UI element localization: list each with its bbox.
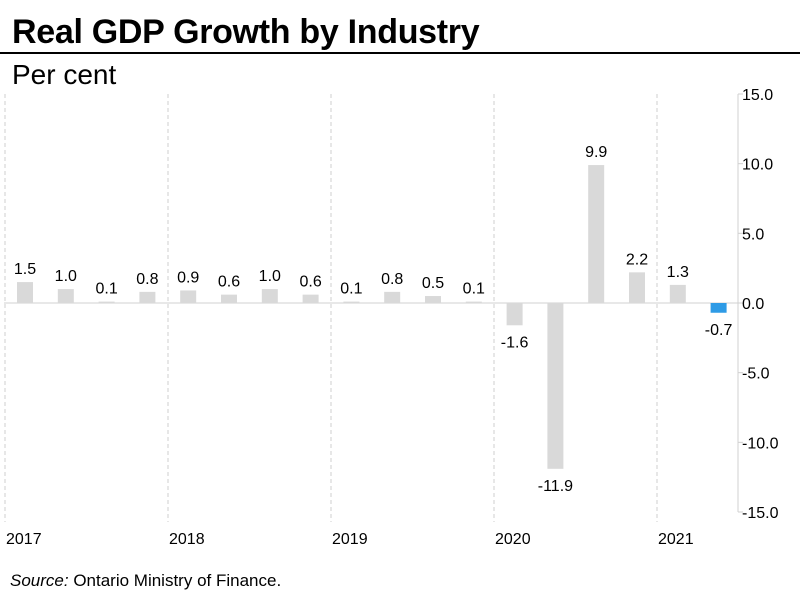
bar-data-label: 1.0 xyxy=(259,268,281,285)
bar xyxy=(343,301,360,303)
bar xyxy=(57,289,74,303)
bar xyxy=(465,301,482,303)
y-tick-label: -15.0 xyxy=(742,505,779,522)
bar xyxy=(139,291,156,303)
source-label: Source: xyxy=(10,571,69,590)
y-tick-label: -5.0 xyxy=(742,366,770,383)
bar-data-label: 0.8 xyxy=(381,271,403,288)
bar-data-label: 1.3 xyxy=(667,264,689,281)
bar xyxy=(261,289,278,303)
chart-subtitle: Per cent xyxy=(12,59,117,90)
y-tick-label: 10.0 xyxy=(742,157,773,174)
chart-title: Real GDP Growth by Industry xyxy=(12,13,480,51)
bar xyxy=(302,294,319,303)
bar xyxy=(17,282,33,303)
bar xyxy=(180,290,197,303)
x-year-label: 2019 xyxy=(332,531,368,548)
y-tick-label: 5.0 xyxy=(742,226,764,243)
y-tick-label: 15.0 xyxy=(742,87,773,104)
y-tick-label: -10.0 xyxy=(742,435,779,452)
bar xyxy=(425,296,441,303)
x-year-label: 2021 xyxy=(658,531,694,548)
bar-data-label: 0.1 xyxy=(340,281,362,298)
bar-data-label: -1.6 xyxy=(501,334,529,351)
bar-data-label: 0.8 xyxy=(136,271,158,288)
bar-data-label: 1.5 xyxy=(14,261,36,278)
title-rule xyxy=(0,52,800,54)
bar-data-label: 9.9 xyxy=(585,144,607,161)
bar xyxy=(710,303,727,313)
bar-data-label: 0.6 xyxy=(299,274,321,291)
source-note: Source: Ontario Ministry of Finance. xyxy=(10,570,281,592)
bar-data-label: 0.1 xyxy=(463,281,485,298)
bar xyxy=(98,301,115,303)
bar xyxy=(629,272,645,303)
bar xyxy=(506,303,523,326)
bar xyxy=(669,284,686,303)
source-text: Ontario Ministry of Finance. xyxy=(68,571,282,590)
bar xyxy=(547,303,564,469)
bar-data-label: 0.5 xyxy=(422,275,444,292)
bar-data-label: -0.7 xyxy=(705,322,733,339)
bar xyxy=(588,165,605,303)
bar xyxy=(221,294,237,303)
bar-data-label: -11.9 xyxy=(538,478,573,495)
x-year-label: 2017 xyxy=(6,531,42,548)
bar-data-label: 2.2 xyxy=(626,251,648,268)
x-year-label: 2020 xyxy=(495,531,531,548)
bar-data-label: 0.6 xyxy=(218,274,240,291)
bar xyxy=(384,291,401,303)
x-year-label: 2018 xyxy=(169,531,205,548)
y-tick-label: 0.0 xyxy=(742,296,764,313)
bar-data-label: 1.0 xyxy=(55,268,77,285)
bar-data-label: 0.9 xyxy=(177,269,199,286)
bar-data-label: 0.1 xyxy=(95,281,117,298)
